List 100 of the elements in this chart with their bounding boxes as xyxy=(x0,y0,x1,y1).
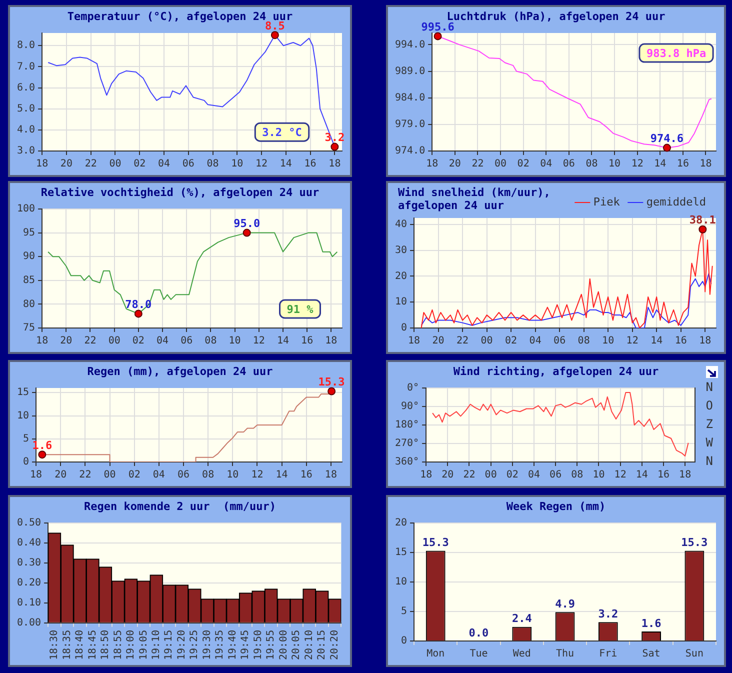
chart-title: Regen komende 2 uur (mm/uur) xyxy=(82,500,278,513)
x-tick-label: 08 xyxy=(578,336,590,347)
x-tick-label: 04 xyxy=(528,470,540,481)
y-tick-label: 979.0 xyxy=(394,119,426,130)
x-tick-label: 08 xyxy=(586,158,598,170)
y-tick-label: 5 xyxy=(401,606,408,618)
x-tick-label: 19:15 xyxy=(164,630,175,660)
x-tick-label: 18 xyxy=(679,470,692,481)
y-tick-label: 15 xyxy=(394,547,408,558)
x-tick-label: 14 xyxy=(650,336,663,347)
x-tick-label: Mon xyxy=(426,648,445,660)
y-tick-label: 360° xyxy=(394,456,420,468)
x-tick-label: 04 xyxy=(540,158,552,170)
x-tick-label: 02 xyxy=(132,336,144,347)
x-tick-label: 12 xyxy=(626,336,638,347)
x-tick-label: 06 xyxy=(562,158,575,170)
y-tick-label: 8.0 xyxy=(17,40,36,52)
y-tick-label: 0 xyxy=(23,456,30,468)
y-tick-label: 0.10 xyxy=(16,598,42,609)
x-tick-label: 18:40 xyxy=(74,630,86,660)
x-tick-label: 22 xyxy=(79,470,92,481)
x-tick-label: 20 xyxy=(60,336,72,347)
x-tick-label: 22 xyxy=(463,470,476,481)
y-tick-label: 80 xyxy=(23,298,36,310)
x-tick-label: 06 xyxy=(550,470,562,481)
x-tick-label: 06 xyxy=(182,158,194,170)
x-tick-label: 02 xyxy=(517,158,530,170)
x-tick-label: 08 xyxy=(206,158,219,170)
x-tick-label: 18 xyxy=(328,158,341,170)
y-tick-label: 75 xyxy=(23,322,36,334)
y-tick-label: 3.0 xyxy=(17,146,36,157)
x-tick-label: 02 xyxy=(134,158,146,170)
x-tick-label: 00 xyxy=(108,336,120,347)
chart-title: Wind richting, afgelopen 24 uur xyxy=(452,365,660,378)
data-label: 4.9 xyxy=(555,597,575,610)
x-tick-label: 06 xyxy=(177,470,190,481)
y-tick-label: 994.0 xyxy=(394,39,426,50)
chart-title: Relative vochtigheid (%), afgelopen 24 uur xyxy=(40,186,320,199)
chart-title: Week Regen (mm) xyxy=(505,500,607,513)
x-tick-label: 10 xyxy=(592,470,605,481)
x-tick-label: 22 xyxy=(84,336,96,347)
y-tick-label: 180° xyxy=(394,420,420,431)
y-tick-label: 7.0 xyxy=(17,61,36,72)
x-tick-label: 00 xyxy=(109,158,122,170)
x-tick-label: 06 xyxy=(554,336,566,347)
x-tick-label: 18:55 xyxy=(112,630,124,660)
x-tick-label: 22 xyxy=(472,158,484,170)
y-tick-label: 5.0 xyxy=(17,103,36,114)
x-tick-label: Tue xyxy=(470,648,488,660)
x-tick-label: 14 xyxy=(636,470,648,481)
x-tick-label: 19:10 xyxy=(151,630,162,660)
chart-title: Wind snelheid (km/uur), afgelopen 24 uur xyxy=(398,186,550,212)
x-tick-label: 18 xyxy=(325,336,338,347)
y-tick-label: 90 xyxy=(23,251,36,262)
x-tick-label: 14 xyxy=(280,158,292,170)
x-tick-label: 16 xyxy=(676,158,689,170)
x-tick-label: 04 xyxy=(156,336,169,347)
annotation: 95.0 xyxy=(234,217,260,230)
x-tick-label: 10 xyxy=(231,158,244,170)
x-tick-label: 19:50 xyxy=(252,630,264,660)
data-label: 15.3 xyxy=(681,536,708,550)
annotation: 983.8 hPa xyxy=(646,46,706,60)
y-tick-label: 5 xyxy=(23,433,30,444)
y-tick-label: 20 xyxy=(394,518,408,529)
x-tick-label: 10 xyxy=(608,158,621,170)
x-tick-label: 16 xyxy=(301,336,314,347)
x-tick-label: 12 xyxy=(614,470,626,481)
x-tick-label: 16 xyxy=(300,470,312,481)
x-tick-label: 10 xyxy=(226,470,239,481)
data-label: 0.0 xyxy=(468,626,489,640)
x-tick-label: 10 xyxy=(602,336,614,347)
y-tick-label: 10 xyxy=(394,296,408,308)
y-tick-label: 984.0 xyxy=(394,92,426,104)
y-tick-label: 10 xyxy=(394,576,408,588)
annotation: 995.6 xyxy=(421,20,455,34)
y-tick-label: 0 xyxy=(401,636,408,647)
y-tick-label: 85 xyxy=(23,274,36,286)
x-tick-label: 18 xyxy=(30,470,42,481)
x-tick-label: Fri xyxy=(599,648,618,660)
x-tick-label: 18 xyxy=(420,470,432,481)
y-tick-label: 6.0 xyxy=(17,82,36,94)
y-tick-label: 95 xyxy=(23,227,36,238)
x-tick-label: 18:35 xyxy=(62,630,73,660)
y-tick-label: 30 xyxy=(394,244,408,256)
x-tick-label: 00 xyxy=(494,158,507,170)
x-tick-label: 19:40 xyxy=(227,630,238,660)
y-tick-label: 20 xyxy=(394,270,408,282)
y-tick-label: 989.0 xyxy=(394,66,426,77)
x-tick-label: 18 xyxy=(426,158,438,170)
y-tick-label: 0.30 xyxy=(16,558,42,569)
x-tick-label: 14 xyxy=(276,336,289,347)
x-tick-label: 08 xyxy=(204,336,217,347)
y-tick-label: 0 xyxy=(401,322,408,334)
x-tick-label: 18:50 xyxy=(100,630,112,660)
x-tick-label: 22 xyxy=(84,158,97,170)
x-tick-label: 18 xyxy=(36,158,48,170)
y-tick-label: 40 xyxy=(394,219,408,230)
x-tick-label: Thu xyxy=(556,648,574,660)
x-tick-label: 20:15 xyxy=(316,630,328,660)
x-tick-label: 00 xyxy=(484,470,497,481)
